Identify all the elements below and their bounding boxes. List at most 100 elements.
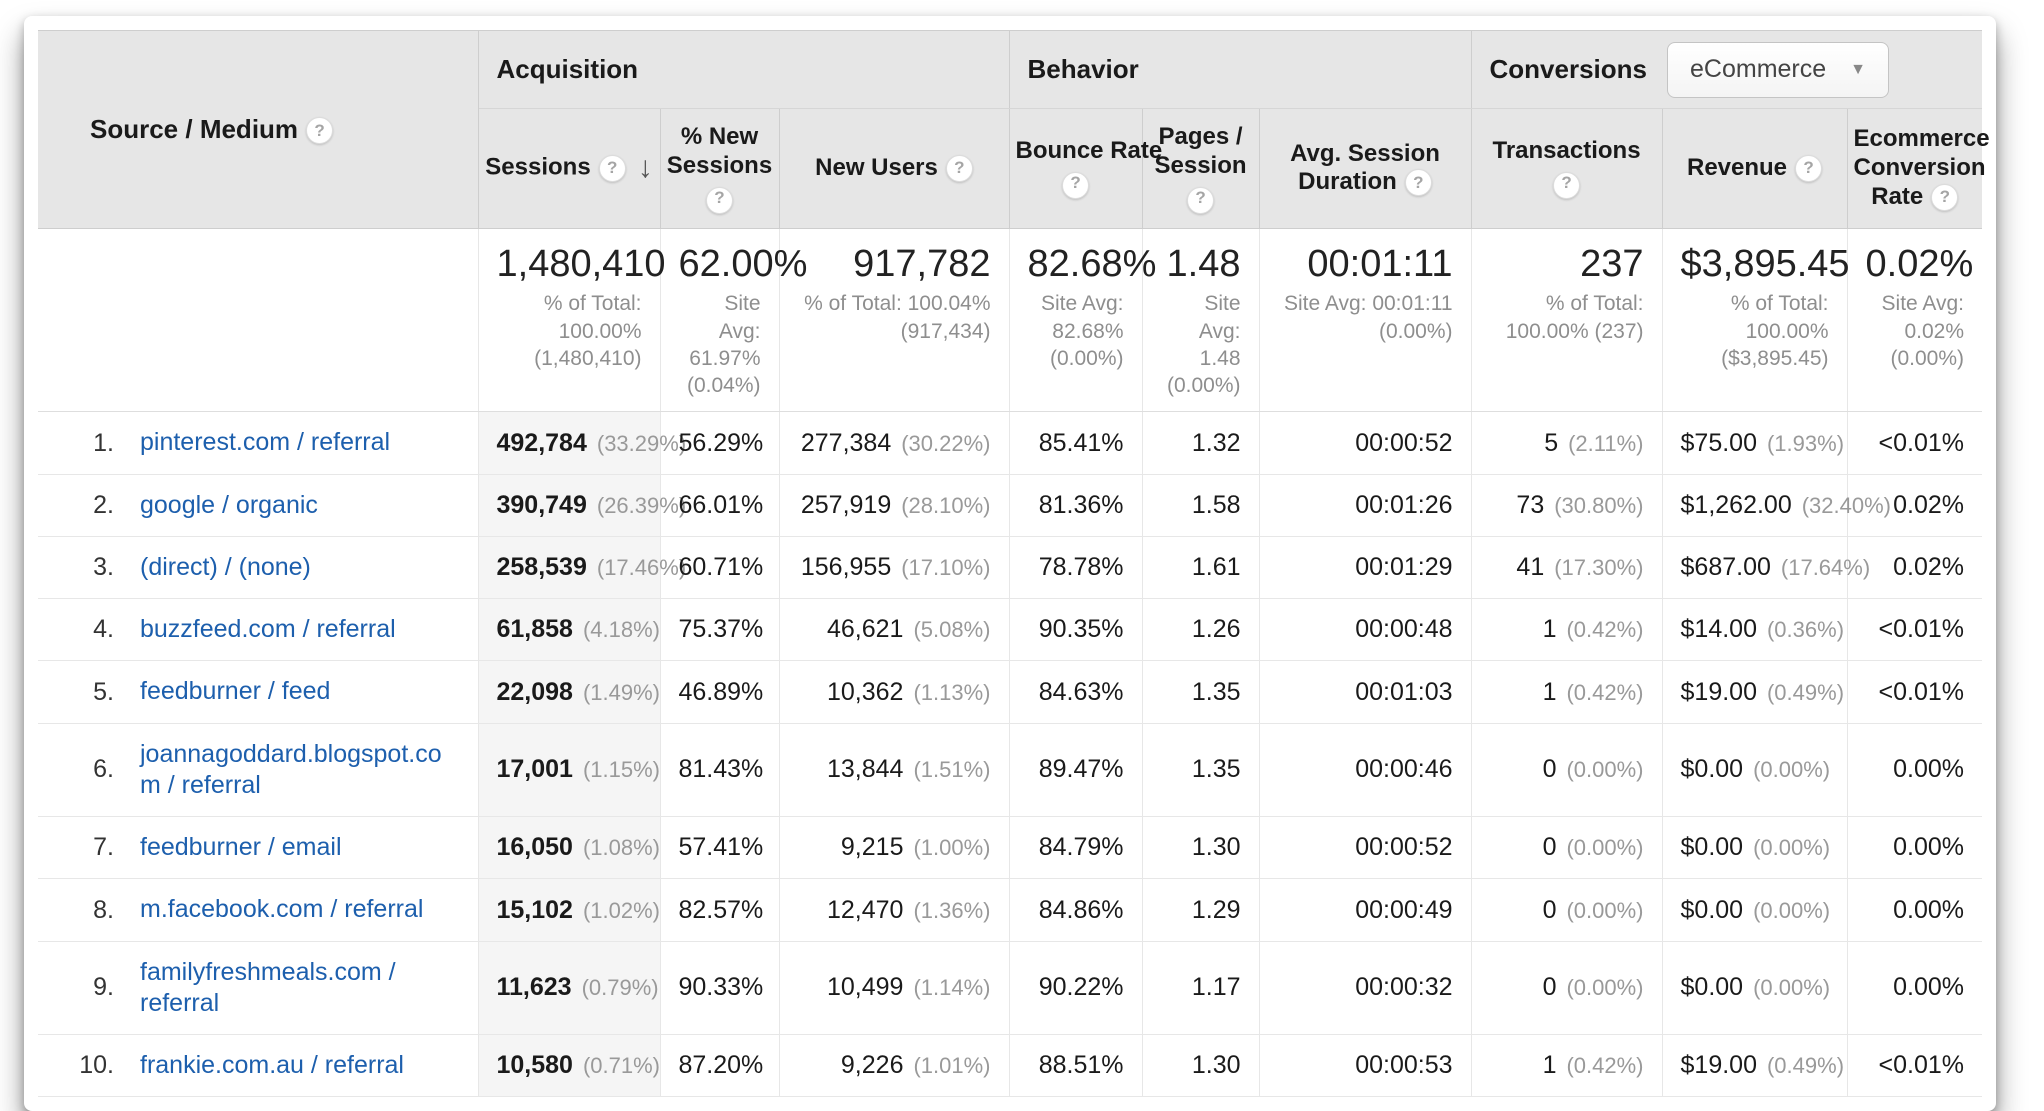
column-header-ecommerce-conversion-rate[interactable]: Ecommerce Conversion Rate? — [1846, 108, 1990, 229]
help-icon[interactable]: ? — [1187, 186, 1215, 214]
group-label-behavior: Behavior — [1027, 54, 1139, 84]
revenue-cell: $0.00 (0.00%) — [1662, 816, 1848, 880]
revenue-cell: $0.00 (0.00%) — [1662, 723, 1848, 818]
source-medium-link[interactable]: joannagoddard.blogspot.com / referral — [140, 739, 442, 799]
column-header-pages-session[interactable]: Pages / Session? — [1141, 108, 1260, 229]
column-header-pct-new-sessions[interactable]: % New Sessions? — [659, 108, 780, 229]
revenue-cell: $1,262.00 (32.40%) — [1662, 474, 1891, 537]
source-medium-link[interactable]: buzzfeed.com / referral — [140, 615, 396, 644]
conversions-goal-dropdown[interactable]: eCommerce ▼ — [1667, 41, 1890, 98]
pct-new-sessions-cell: 90.33% — [660, 941, 780, 1036]
row-rank: 8. — [93, 895, 114, 924]
pct-new-sessions-cell: 81.43% — [660, 723, 780, 818]
new-users-cell: 46,621 (5.08%) — [779, 598, 1010, 662]
ecommerce-conversion-rate-cell: 0.02% — [1847, 536, 1983, 600]
sessions-cell: 258,539 (17.46%) — [478, 536, 686, 600]
source-medium-cell: 5. feedburner / feed — [38, 660, 479, 724]
sessions-cell: 11,623 (0.79%) — [478, 941, 661, 1036]
ecommerce-conversion-rate-cell: 0.00% — [1847, 816, 1983, 880]
transactions-cell: 73 (30.80%) — [1471, 474, 1663, 537]
pct-new-sessions-cell: 46.89% — [660, 660, 780, 724]
revenue-cell: $75.00 (1.93%) — [1662, 411, 1848, 475]
new-users-cell: 9,215 (1.00%) — [779, 816, 1010, 880]
transactions-cell: 0 (0.00%) — [1471, 816, 1663, 880]
row-rank: 6. — [93, 755, 114, 784]
pages-session-cell: 1.30 — [1142, 816, 1260, 880]
table-row: 1. pinterest.com / referral 492,784 (33.2… — [38, 411, 1983, 475]
source-medium-cell: 7. feedburner / email — [38, 816, 479, 880]
totals-revenue: $3,895.45 % of Total: 100.00% ($3,895.45… — [1662, 228, 1850, 413]
ecommerce-conversion-rate-cell: 0.00% — [1847, 878, 1983, 942]
column-header-avg-session-duration[interactable]: Avg. Session Duration? — [1258, 108, 1472, 229]
avg-session-duration-cell: 00:01:03 — [1259, 660, 1472, 724]
sessions-cell: 10,580 (0.71%) — [478, 1034, 661, 1098]
sessions-cell: 390,749 (26.39%) — [478, 474, 686, 537]
column-header-revenue[interactable]: Revenue? — [1661, 108, 1848, 229]
help-icon[interactable]: ? — [945, 155, 973, 183]
pct-new-sessions-cell: 57.41% — [660, 816, 780, 880]
pages-session-cell: 1.30 — [1142, 1034, 1260, 1098]
totals-ecommerce-conversion-rate: 0.02% Site Avg: 0.02% (0.00%) — [1847, 228, 1983, 413]
table-row: 2. google / organic 390,749 (26.39%) 66.0… — [38, 474, 1983, 537]
avg-session-duration-cell: 00:00:52 — [1259, 816, 1472, 880]
transactions-cell: 1 (0.42%) — [1471, 660, 1663, 724]
caret-down-icon: ▼ — [1850, 60, 1867, 78]
row-rank: 3. — [93, 553, 114, 582]
row-rank: 2. — [93, 490, 114, 519]
bounce-rate-cell: 89.47% — [1009, 723, 1143, 818]
ecommerce-conversion-rate-cell: <0.01% — [1847, 660, 1983, 724]
ecommerce-conversion-rate-cell: <0.01% — [1847, 411, 1983, 475]
pct-new-sessions-cell: 87.20% — [660, 1034, 780, 1098]
pages-session-cell: 1.35 — [1142, 660, 1260, 724]
help-icon[interactable]: ? — [1795, 155, 1823, 183]
column-header-sessions[interactable]: Sessions? ↓ — [477, 108, 661, 229]
column-header-transactions[interactable]: Transactions? — [1470, 108, 1663, 229]
table-row: 8. m.facebook.com / referral 15,102 (1.02… — [38, 878, 1983, 942]
bounce-rate-cell: 85.41% — [1009, 411, 1143, 475]
help-icon[interactable]: ? — [1553, 172, 1581, 200]
new-users-cell: 10,499 (1.14%) — [779, 941, 1010, 1036]
help-icon[interactable]: ? — [306, 117, 334, 145]
help-icon[interactable]: ? — [1404, 169, 1432, 197]
source-medium-header-label: Source / Medium — [90, 113, 299, 144]
pct-new-sessions-cell: 66.01% — [660, 474, 780, 537]
source-medium-link[interactable]: feedburner / feed — [140, 677, 331, 706]
bounce-rate-cell: 90.35% — [1009, 598, 1143, 662]
pages-session-cell: 1.58 — [1142, 474, 1260, 537]
pages-session-cell: 1.35 — [1142, 723, 1260, 818]
table-row: 5. feedburner / feed 22,098 (1.49%) 46.89… — [38, 660, 1983, 724]
sessions-cell: 61,858 (4.18%) — [478, 598, 661, 662]
source-medium-cell: 3. (direct) / (none) — [38, 536, 479, 600]
transactions-cell: 0 (0.00%) — [1471, 941, 1663, 1036]
help-icon[interactable]: ? — [598, 154, 626, 182]
report-table-card: Source / Medium? Acquisition Behavior Co… — [24, 16, 1996, 1111]
source-medium-link[interactable]: google / organic — [140, 490, 318, 519]
source-medium-header[interactable]: Source / Medium? — [38, 30, 479, 229]
pages-session-cell: 1.61 — [1142, 536, 1260, 600]
source-medium-link[interactable]: frankie.com.au / referral — [140, 1051, 404, 1080]
avg-session-duration-cell: 00:00:49 — [1259, 878, 1472, 942]
new-users-cell: 9,226 (1.01%) — [779, 1034, 1010, 1098]
totals-avg-session-duration: 00:01:11 Site Avg: 00:01:11 (0.00%) — [1259, 228, 1472, 413]
revenue-cell: $0.00 (0.00%) — [1662, 941, 1848, 1036]
totals-sessions: 1,480,410 % of Total: 100.00% (1,480,410… — [478, 228, 666, 413]
help-icon[interactable]: ? — [1062, 172, 1090, 200]
column-header-bounce-rate[interactable]: Bounce Rate? — [1008, 108, 1162, 229]
help-icon[interactable]: ? — [706, 186, 733, 214]
pct-new-sessions-cell: 75.37% — [660, 598, 780, 662]
new-users-cell: 257,919 (28.10%) — [779, 474, 1010, 537]
bounce-rate-cell: 84.79% — [1009, 816, 1143, 880]
transactions-cell: 1 (0.42%) — [1471, 1034, 1663, 1098]
avg-session-duration-cell: 00:00:32 — [1259, 941, 1472, 1036]
new-users-cell: 13,844 (1.51%) — [779, 723, 1010, 818]
transactions-cell: 5 (2.11%) — [1471, 411, 1663, 475]
source-medium-link[interactable]: (direct) / (none) — [140, 552, 311, 581]
source-medium-link[interactable]: familyfreshmeals.com / referral — [140, 957, 396, 1017]
group-header-conversions: Conversions eCommerce ▼ — [1470, 30, 1983, 109]
source-medium-cell: 10. frankie.com.au / referral — [38, 1034, 479, 1098]
help-icon[interactable]: ? — [1931, 183, 1959, 211]
column-header-new-users[interactable]: New Users? — [778, 108, 1010, 229]
source-medium-link[interactable]: feedburner / email — [140, 833, 342, 862]
source-medium-link[interactable]: m.facebook.com / referral — [140, 895, 424, 924]
source-medium-link[interactable]: pinterest.com / referral — [140, 428, 391, 457]
